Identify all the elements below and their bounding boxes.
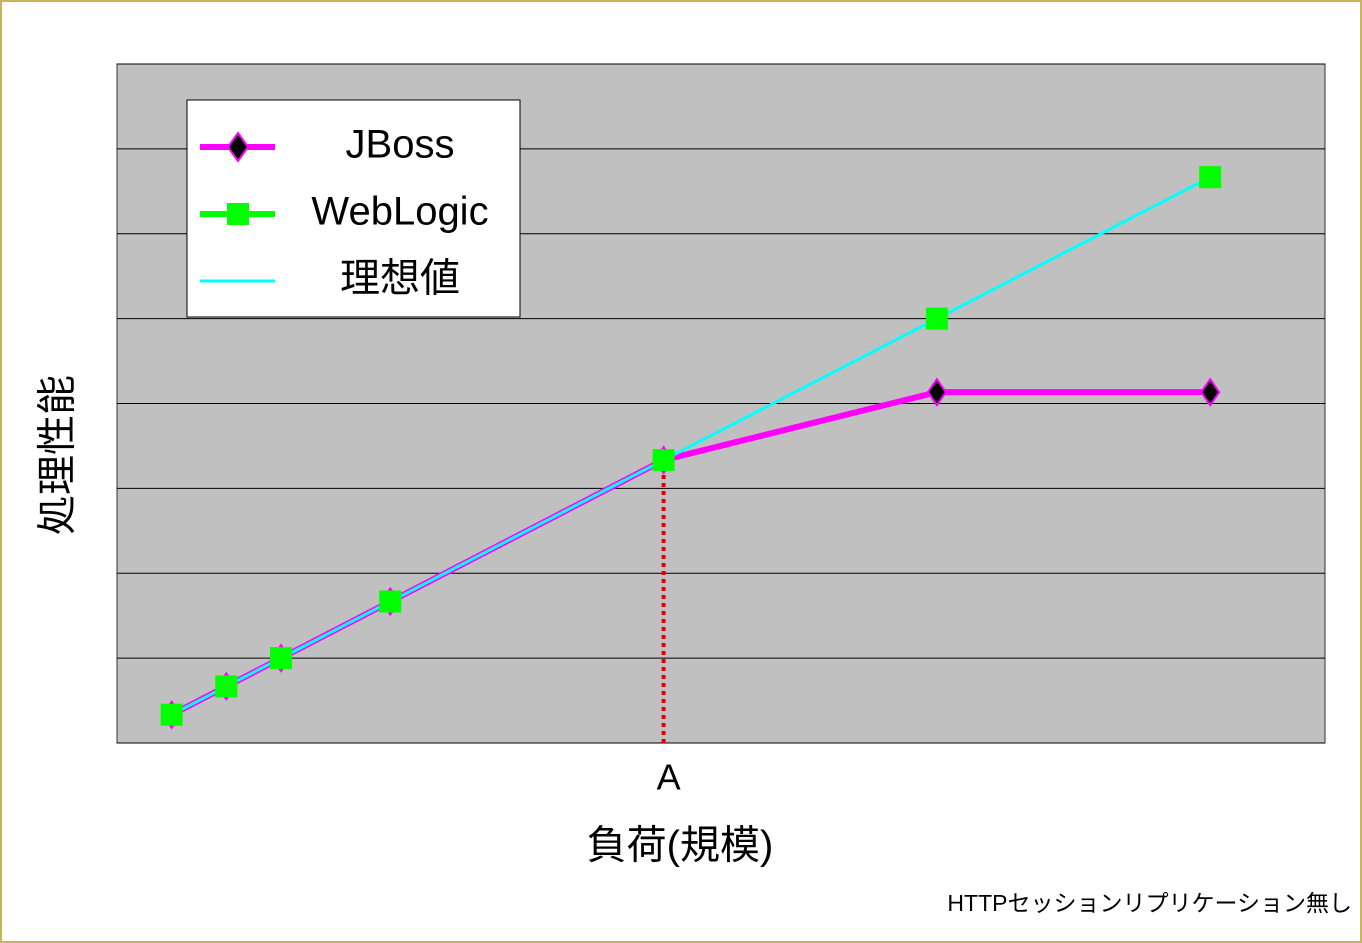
legend-label: JBoss [346,123,455,167]
marker [652,449,675,472]
marker [925,307,948,330]
marker [269,647,292,670]
footnote: HTTPセッションリプリケーション無し [947,890,1352,916]
legend-marker [226,131,250,163]
x-axis-label: 負荷(規模) [587,824,774,868]
annotation-label: A [657,757,681,798]
legend-label: WebLogic [311,190,488,234]
legend-label: 理想値 [340,257,460,301]
legend-marker [227,203,249,225]
marker [215,675,238,698]
marker [1199,166,1222,189]
marker [1199,377,1221,407]
y-axis-label: 処理性能 [36,375,80,535]
marker [379,590,402,613]
marker [926,377,948,407]
marker [160,703,183,726]
